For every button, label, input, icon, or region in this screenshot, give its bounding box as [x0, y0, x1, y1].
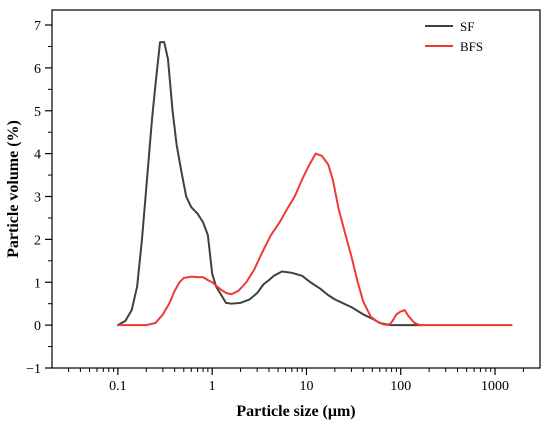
y-axis: −1 0 1 2 3 4 5 6 7: [26, 19, 52, 377]
x-tick-label: 1: [209, 379, 216, 394]
x-tick-label: 1000: [481, 379, 509, 394]
y-tick-label: 0: [34, 319, 41, 334]
y-tick-label: 6: [34, 62, 41, 77]
x-tick-label: 0.1: [109, 379, 127, 394]
y-tick-label: 4: [34, 148, 41, 163]
legend-label-sf: SF: [460, 19, 474, 34]
y-axis-title: Particle volume (%): [5, 120, 22, 258]
y-tick-label: −1: [26, 362, 41, 377]
series-line-sf: [116, 41, 424, 327]
x-tick-label: 10: [299, 379, 313, 394]
y-tick-label: 5: [34, 105, 41, 120]
x-axis: 0.1 1 10 100 1000: [68, 368, 524, 394]
y-tick-label: 3: [34, 191, 41, 206]
x-axis-title: Particle size (μm): [236, 403, 355, 420]
y-tick-label: 7: [34, 19, 41, 34]
legend-label-bfs: BFS: [460, 39, 483, 54]
plot-frame: [51, 9, 541, 369]
y-tick-label: 2: [34, 233, 41, 248]
series-line-bfs: [116, 152, 513, 327]
series-layer: [116, 41, 513, 327]
y-tick-label: 1: [34, 276, 41, 291]
legend: SF BFS: [425, 19, 483, 54]
x-tick-label: 100: [390, 379, 411, 394]
